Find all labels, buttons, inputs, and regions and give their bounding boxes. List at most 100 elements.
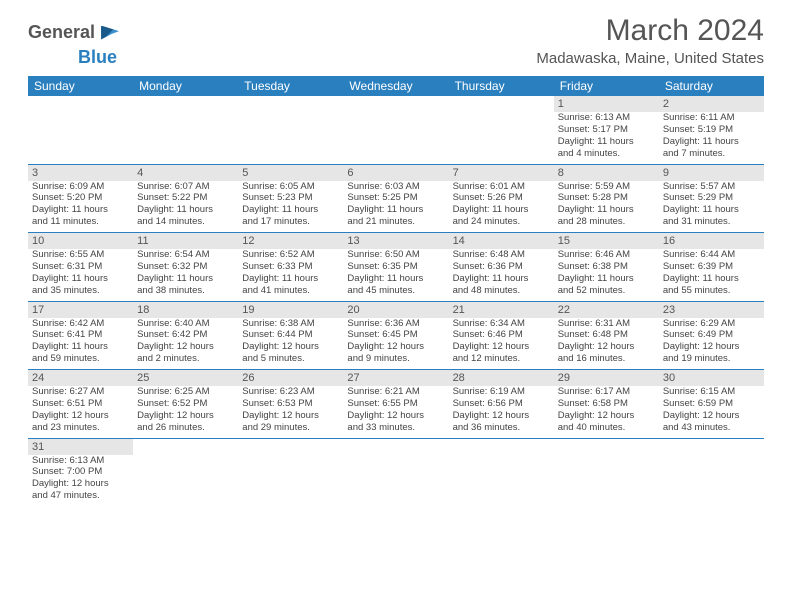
daylight-text: Daylight: 12 hours xyxy=(347,341,444,353)
day-number: 22 xyxy=(554,302,659,318)
calendar-cell: 4Sunrise: 6:07 AMSunset: 5:22 PMDaylight… xyxy=(133,165,238,233)
calendar-cell: 2Sunrise: 6:11 AMSunset: 5:19 PMDaylight… xyxy=(659,96,764,164)
calendar-cell: 15Sunrise: 6:46 AMSunset: 6:38 PMDayligh… xyxy=(554,233,659,301)
day-number: 6 xyxy=(343,165,448,181)
daylight-text: and 43 minutes. xyxy=(663,422,760,434)
sunset-text: Sunset: 6:49 PM xyxy=(663,329,760,341)
cell-body: Sunrise: 6:07 AMSunset: 5:22 PMDaylight:… xyxy=(133,181,238,233)
daylight-text: and 48 minutes. xyxy=(453,285,550,297)
sunset-text: Sunset: 6:38 PM xyxy=(558,261,655,273)
sunrise-text: Sunrise: 6:07 AM xyxy=(137,181,234,193)
day-header: Wednesday xyxy=(343,76,448,96)
day-number-blank xyxy=(133,439,238,455)
daylight-text: Daylight: 11 hours xyxy=(32,204,129,216)
sunset-text: Sunset: 6:35 PM xyxy=(347,261,444,273)
flag-icon xyxy=(101,26,119,40)
calendar-cell: 23Sunrise: 6:29 AMSunset: 6:49 PMDayligh… xyxy=(659,302,764,370)
cell-body: Sunrise: 6:01 AMSunset: 5:26 PMDaylight:… xyxy=(449,181,554,233)
week-row: 1Sunrise: 6:13 AMSunset: 5:17 PMDaylight… xyxy=(28,96,764,165)
day-header: Friday xyxy=(554,76,659,96)
daylight-text: Daylight: 11 hours xyxy=(32,341,129,353)
day-number-blank xyxy=(238,439,343,455)
sunset-text: Sunset: 6:45 PM xyxy=(347,329,444,341)
daylight-text: and 5 minutes. xyxy=(242,353,339,365)
daylight-text: Daylight: 11 hours xyxy=(453,204,550,216)
calendar-cell-blank xyxy=(659,439,764,507)
calendar-cell: 14Sunrise: 6:48 AMSunset: 6:36 PMDayligh… xyxy=(449,233,554,301)
daylight-text: and 55 minutes. xyxy=(663,285,760,297)
sunrise-text: Sunrise: 6:13 AM xyxy=(558,112,655,124)
day-number: 21 xyxy=(449,302,554,318)
calendar-cell: 26Sunrise: 6:23 AMSunset: 6:53 PMDayligh… xyxy=(238,370,343,438)
day-number: 31 xyxy=(28,439,133,455)
daylight-text: Daylight: 11 hours xyxy=(347,204,444,216)
cell-body: Sunrise: 6:17 AMSunset: 6:58 PMDaylight:… xyxy=(554,386,659,438)
daylight-text: and 26 minutes. xyxy=(137,422,234,434)
cell-body: Sunrise: 6:05 AMSunset: 5:23 PMDaylight:… xyxy=(238,181,343,233)
sunset-text: Sunset: 6:48 PM xyxy=(558,329,655,341)
calendar-cell: 16Sunrise: 6:44 AMSunset: 6:39 PMDayligh… xyxy=(659,233,764,301)
cell-body: Sunrise: 6:55 AMSunset: 6:31 PMDaylight:… xyxy=(28,249,133,301)
calendar-cell: 13Sunrise: 6:50 AMSunset: 6:35 PMDayligh… xyxy=(343,233,448,301)
daylight-text: and 45 minutes. xyxy=(347,285,444,297)
cell-body: Sunrise: 6:40 AMSunset: 6:42 PMDaylight:… xyxy=(133,318,238,370)
sunset-text: Sunset: 6:36 PM xyxy=(453,261,550,273)
cell-body: Sunrise: 6:34 AMSunset: 6:46 PMDaylight:… xyxy=(449,318,554,370)
daylight-text: and 36 minutes. xyxy=(453,422,550,434)
calendar-cell: 22Sunrise: 6:31 AMSunset: 6:48 PMDayligh… xyxy=(554,302,659,370)
day-number: 1 xyxy=(554,96,659,112)
day-number-blank xyxy=(554,439,659,455)
daylight-text: Daylight: 12 hours xyxy=(347,410,444,422)
day-headers-row: SundayMondayTuesdayWednesdayThursdayFrid… xyxy=(28,76,764,96)
daylight-text: Daylight: 12 hours xyxy=(558,410,655,422)
cell-body: Sunrise: 6:36 AMSunset: 6:45 PMDaylight:… xyxy=(343,318,448,370)
sunrise-text: Sunrise: 6:55 AM xyxy=(32,249,129,261)
logo-text-2: Blue xyxy=(78,47,117,67)
day-number: 24 xyxy=(28,370,133,386)
week-row: 3Sunrise: 6:09 AMSunset: 5:20 PMDaylight… xyxy=(28,165,764,234)
sunrise-text: Sunrise: 6:34 AM xyxy=(453,318,550,330)
cell-body: Sunrise: 5:59 AMSunset: 5:28 PMDaylight:… xyxy=(554,181,659,233)
calendar-cell-blank xyxy=(343,96,448,164)
day-number: 25 xyxy=(133,370,238,386)
sunset-text: Sunset: 5:23 PM xyxy=(242,192,339,204)
daylight-text: and 12 minutes. xyxy=(453,353,550,365)
daylight-text: Daylight: 11 hours xyxy=(242,204,339,216)
logo-text-1: General xyxy=(28,22,95,43)
sunrise-text: Sunrise: 6:13 AM xyxy=(32,455,129,467)
day-number-blank xyxy=(133,96,238,112)
calendar-cell: 31Sunrise: 6:13 AMSunset: 7:00 PMDayligh… xyxy=(28,439,133,507)
cell-body: Sunrise: 6:52 AMSunset: 6:33 PMDaylight:… xyxy=(238,249,343,301)
day-number: 30 xyxy=(659,370,764,386)
cell-body: Sunrise: 6:29 AMSunset: 6:49 PMDaylight:… xyxy=(659,318,764,370)
sunset-text: Sunset: 5:28 PM xyxy=(558,192,655,204)
day-number: 7 xyxy=(449,165,554,181)
daylight-text: Daylight: 12 hours xyxy=(242,410,339,422)
calendar-cell: 28Sunrise: 6:19 AMSunset: 6:56 PMDayligh… xyxy=(449,370,554,438)
daylight-text: and 38 minutes. xyxy=(137,285,234,297)
calendar-cell: 8Sunrise: 5:59 AMSunset: 5:28 PMDaylight… xyxy=(554,165,659,233)
calendar-cell: 10Sunrise: 6:55 AMSunset: 6:31 PMDayligh… xyxy=(28,233,133,301)
cell-body: Sunrise: 6:19 AMSunset: 6:56 PMDaylight:… xyxy=(449,386,554,438)
sunrise-text: Sunrise: 6:21 AM xyxy=(347,386,444,398)
cell-body: Sunrise: 6:48 AMSunset: 6:36 PMDaylight:… xyxy=(449,249,554,301)
calendar-cell: 25Sunrise: 6:25 AMSunset: 6:52 PMDayligh… xyxy=(133,370,238,438)
calendar-cell: 6Sunrise: 6:03 AMSunset: 5:25 PMDaylight… xyxy=(343,165,448,233)
daylight-text: and 19 minutes. xyxy=(663,353,760,365)
daylight-text: and 17 minutes. xyxy=(242,216,339,228)
sunrise-text: Sunrise: 6:01 AM xyxy=(453,181,550,193)
sunrise-text: Sunrise: 5:57 AM xyxy=(663,181,760,193)
day-number: 18 xyxy=(133,302,238,318)
day-header: Thursday xyxy=(449,76,554,96)
sunrise-text: Sunrise: 6:50 AM xyxy=(347,249,444,261)
sunrise-text: Sunrise: 6:36 AM xyxy=(347,318,444,330)
sunset-text: Sunset: 6:53 PM xyxy=(242,398,339,410)
sunrise-text: Sunrise: 6:15 AM xyxy=(663,386,760,398)
sunset-text: Sunset: 6:44 PM xyxy=(242,329,339,341)
sunrise-text: Sunrise: 6:03 AM xyxy=(347,181,444,193)
daylight-text: Daylight: 12 hours xyxy=(242,341,339,353)
daylight-text: Daylight: 11 hours xyxy=(347,273,444,285)
cell-body: Sunrise: 6:09 AMSunset: 5:20 PMDaylight:… xyxy=(28,181,133,233)
calendar-cell: 27Sunrise: 6:21 AMSunset: 6:55 PMDayligh… xyxy=(343,370,448,438)
calendar-cell: 11Sunrise: 6:54 AMSunset: 6:32 PMDayligh… xyxy=(133,233,238,301)
